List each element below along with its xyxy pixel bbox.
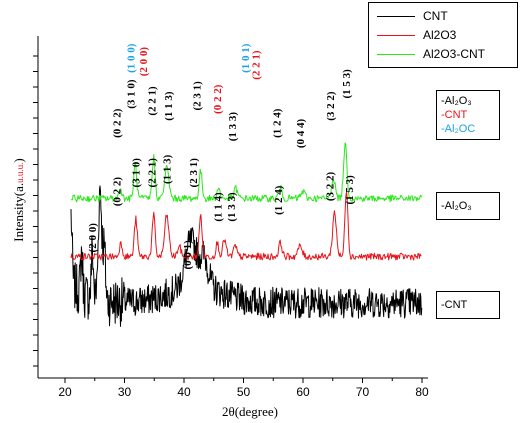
peak-label: (2 3 1) [188, 158, 200, 188]
series-label-box-composite: -Al₂O₃ -CNT -Al₂OC [436, 90, 500, 140]
x-axis-label: 2θ(degree) [221, 404, 279, 419]
peak-label: (1 2 4) [273, 185, 285, 215]
series-label-line: -Al₂OC [441, 123, 476, 135]
peak-label: (1 3 3) [226, 192, 238, 222]
series-line-al2o3-cnt [70, 142, 422, 203]
y-axis-label-end: ) [11, 158, 26, 163]
peak-label: (1 0 1) [240, 43, 252, 73]
series-label-line: -CNT [441, 109, 468, 121]
y-axis-label-main: Intensity(a. [11, 182, 26, 242]
x-tick-label: 80 [415, 385, 429, 399]
legend-entry-al2o3: Al2O3 [377, 26, 456, 44]
series-label-box-al2o3: -Al₂O₃ [436, 192, 500, 220]
legend-label-al2o3-cnt: Al2O3-CNT [423, 47, 486, 61]
x-tick-label: 60 [296, 385, 310, 399]
peak-label: (0 2 2) [111, 108, 123, 138]
legend-swatch-al2o3 [377, 34, 415, 36]
peak-label: (2 2 1) [146, 86, 158, 116]
tick-layer: 20 30 40 50 60 70 80 [33, 55, 429, 399]
peak-label: (1 1 3) [163, 91, 175, 121]
legend-swatch-al2o3-cnt [377, 53, 415, 55]
peak-label: (0 2 2) [111, 177, 123, 207]
series-label-box-cnt: -CNT [436, 291, 500, 319]
series-layer [70, 142, 423, 327]
x-tick-label: 20 [58, 385, 72, 399]
peak-label: (0 4 4) [295, 119, 307, 149]
series-line-cnt [70, 185, 423, 327]
peak-label: (3 2 2) [324, 172, 336, 202]
peak-label: (3 2 2) [325, 91, 337, 121]
peak-label: (0 0 1) [182, 240, 194, 270]
peak-label: (3 1 0) [126, 79, 138, 109]
legend-label-al2o3: Al2O3 [423, 28, 457, 42]
peak-label: (2 0 0) [87, 223, 99, 253]
peak-label: (1 5 3) [341, 69, 353, 99]
peak-label: (1 0 0) [126, 43, 138, 73]
x-tick-label: 70 [356, 385, 370, 399]
legend-label-cnt: CNT [423, 9, 448, 23]
legend: CNT Al2O3 Al2O3-CNT [368, 2, 518, 68]
legend-entry-al2o3-cnt: Al2O3-CNT [377, 45, 485, 63]
peak-label: (3 1 0) [130, 158, 142, 188]
peak-label: (1 1 3) [161, 154, 173, 184]
peak-label: (1 2 4) [271, 108, 283, 138]
legend-entry-cnt: CNT [377, 7, 448, 25]
x-tick-label: 40 [177, 385, 191, 399]
x-tick-label: 30 [118, 385, 132, 399]
peak-label-layer: (2 0 0)(0 0 1)(0 2 2)(3 1 0) (2 2 1) (1 1 … [87, 43, 356, 269]
x-tick-label: 50 [237, 385, 251, 399]
peak-label: (2 2 1) [251, 50, 263, 80]
series-label-line: -Al₂O₃ [441, 95, 472, 107]
peak-label: (2 3 1) [192, 81, 204, 111]
peak-label: (2 2 1) [146, 158, 158, 188]
series-line-al2o3 [70, 190, 422, 261]
legend-swatch-cnt [377, 15, 415, 17]
series-label-line: -CNT [441, 299, 468, 311]
peak-label: (1 1 4) [213, 192, 225, 222]
y-axis-label: Intensity(a.u.u.u.) [11, 145, 27, 255]
series-label-line: -Al₂O₃ [441, 200, 472, 212]
y-axis-label-overlay: u.u.u. [15, 162, 25, 183]
peak-label: (2 0 0) [138, 47, 150, 77]
peak-label: (1 3 3) [227, 112, 239, 142]
peak-label: (1 5 3) [344, 175, 356, 205]
peak-label: (0 2 2) [212, 84, 224, 114]
